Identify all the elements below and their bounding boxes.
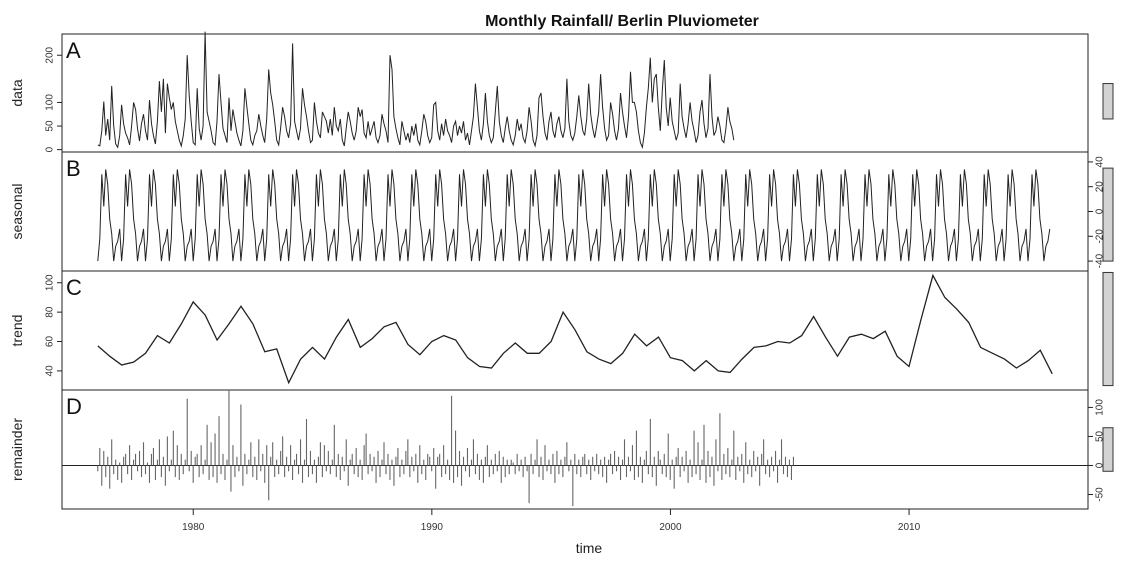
y-tick-label: 40 [45,365,56,377]
panel-trend: 40 60 80 100 trend C [9,270,1114,391]
y-tick-label: -40 [1095,253,1106,268]
y-tick-label: 80 [45,306,56,318]
x-tick-label: 1980 [182,522,205,533]
y-tick-label: 40 [1095,156,1106,168]
panel-data: 0 50 100 200 data A [9,31,1114,153]
panel-seasonal: -40 -20 0 20 40 seasonal B [9,151,1114,272]
panel-letter: C [66,275,82,300]
y-tick-label: 100 [45,94,56,111]
y-tick-label: 60 [45,336,56,348]
y-tick-label: -50 [1095,487,1106,502]
range-bar [1102,427,1114,472]
y-tick-label: 50 [1095,430,1106,442]
x-tick-label: 2010 [898,522,921,533]
y-tick-label: 20 [1095,181,1106,193]
trend-line [97,273,1053,385]
range-bar [1102,167,1114,262]
y-tick-label: 0 [1095,208,1106,214]
x-tick-label: 1990 [421,522,444,533]
y-tick-label: 0 [1095,462,1106,468]
panels-layer: 0 50 100 200 data A -40 -20 0 20 40 seasonal B 40 60 80… [9,31,1114,510]
panel-y-label: seasonal [9,183,25,239]
chart-title: Monthly Rainfall/ Berlin Pluviometer [485,13,759,30]
y-tick-label: 100 [1095,399,1106,416]
panel-letter: A [66,38,81,63]
panel-frame [61,389,1089,510]
y-tick-label: -20 [1095,229,1106,244]
x-tick-label: 2000 [659,522,682,533]
panel-y-label: remainder [9,418,25,481]
panel-y-label: data [9,79,25,106]
panel-frame [61,151,1089,272]
x-axis: 1980 1990 2000 2010 [182,509,921,533]
y-tick-label: 100 [45,274,56,291]
range-bar [1102,271,1114,387]
data-line [97,31,735,150]
panel-remainder: -50 0 50 100 remainder D [9,389,1114,510]
x-axis-label: time [576,540,603,556]
y-tick-label: 50 [45,120,56,132]
panel-letter: B [66,156,81,181]
panel-letter: D [66,394,82,419]
panel-y-label: trend [9,315,25,347]
range-bar [1102,83,1114,120]
y-tick-label: 0 [45,146,56,152]
seasonal-line [97,169,1051,262]
y-tick-label: 200 [45,46,56,63]
